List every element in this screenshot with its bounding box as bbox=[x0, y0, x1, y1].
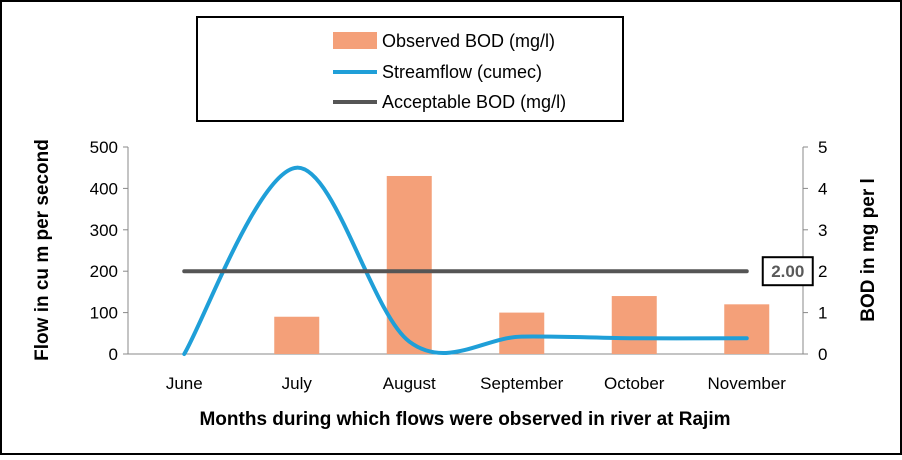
data-label: 2.00 bbox=[761, 256, 814, 287]
data-label-box bbox=[761, 256, 814, 287]
y-tick-label: 300 bbox=[90, 221, 118, 240]
y-tick-label: 0 bbox=[109, 345, 118, 364]
y2-tick-label: 3 bbox=[818, 221, 827, 240]
y-axis-title: Flow in cu m per second bbox=[32, 139, 53, 361]
y2-tick-label: 5 bbox=[818, 138, 827, 157]
y2-tick-label: 2 bbox=[818, 262, 827, 281]
legend: Observed BOD (mg/l) Streamflow (cumec) A… bbox=[196, 16, 624, 122]
y-tick-label: 400 bbox=[90, 179, 118, 198]
y-tick-label: 100 bbox=[90, 304, 118, 323]
data-label-text: 2.00 bbox=[771, 262, 804, 281]
bar bbox=[499, 312, 545, 354]
legend-swatch-observed-bod bbox=[333, 32, 377, 49]
x-tick-label: June bbox=[166, 374, 203, 393]
x-tick-label: September bbox=[480, 374, 563, 393]
legend-label-streamflow: Streamflow (cumec) bbox=[382, 62, 542, 82]
legend-box bbox=[196, 16, 624, 122]
left-axis-ticks: 0 100 200 300 400 500 bbox=[90, 138, 128, 364]
bar bbox=[724, 304, 770, 354]
legend-label-observed-bod: Observed BOD (mg/l) bbox=[382, 31, 555, 51]
x-axis-ticks: June July August September October November bbox=[166, 374, 786, 393]
y2-axis-title: BOD in mg per l bbox=[858, 178, 879, 322]
right-axis-ticks: 0 1 2 3 4 5 bbox=[803, 138, 827, 364]
x-tick-label: July bbox=[282, 374, 313, 393]
legend-label-acceptable-bod: Acceptable BOD (mg/l) bbox=[382, 92, 566, 112]
x-tick-label: November bbox=[708, 374, 787, 393]
streamflow-line bbox=[182, 165, 749, 356]
y-tick-label: 500 bbox=[90, 138, 118, 157]
bar bbox=[274, 316, 320, 354]
x-tick-label: October bbox=[604, 374, 665, 393]
y2-tick-label: 0 bbox=[818, 345, 827, 364]
x-axis-title: Months during which flows were observed … bbox=[199, 409, 730, 430]
bar bbox=[611, 296, 657, 354]
y2-tick-label: 4 bbox=[818, 179, 827, 198]
y2-tick-label: 1 bbox=[818, 304, 827, 323]
y-tick-label: 200 bbox=[90, 262, 118, 281]
x-tick-label: August bbox=[383, 374, 436, 393]
line-series bbox=[182, 165, 749, 356]
bar bbox=[386, 175, 432, 354]
